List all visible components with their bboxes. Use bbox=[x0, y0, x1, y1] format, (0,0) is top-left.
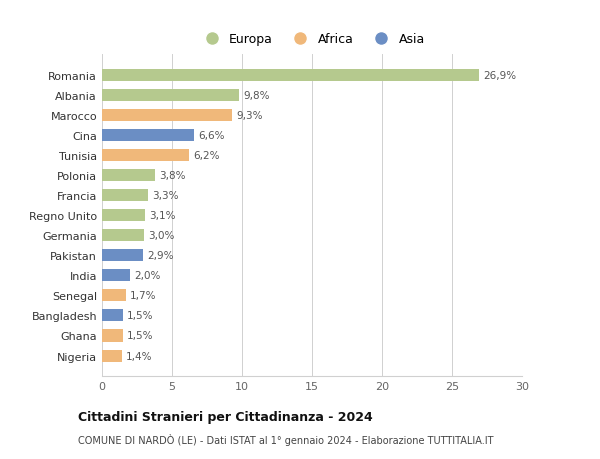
Text: 2,9%: 2,9% bbox=[147, 251, 173, 261]
Bar bbox=[102, 170, 155, 182]
Text: 3,1%: 3,1% bbox=[149, 211, 176, 221]
Bar bbox=[102, 290, 126, 302]
Bar bbox=[102, 310, 123, 322]
Bar bbox=[102, 110, 232, 122]
Bar bbox=[102, 130, 194, 142]
Text: Cittadini Stranieri per Cittadinanza - 2024: Cittadini Stranieri per Cittadinanza - 2… bbox=[78, 410, 373, 423]
Text: 1,5%: 1,5% bbox=[127, 331, 154, 341]
Text: 9,3%: 9,3% bbox=[236, 111, 263, 121]
Bar bbox=[102, 210, 145, 222]
Bar bbox=[102, 250, 143, 262]
Bar bbox=[102, 230, 144, 242]
Text: 26,9%: 26,9% bbox=[483, 71, 516, 81]
Text: 3,8%: 3,8% bbox=[160, 171, 186, 181]
Text: COMUNE DI NARDÒ (LE) - Dati ISTAT al 1° gennaio 2024 - Elaborazione TUTTITALIA.I: COMUNE DI NARDÒ (LE) - Dati ISTAT al 1° … bbox=[78, 433, 493, 445]
Bar bbox=[102, 330, 123, 342]
Bar bbox=[102, 70, 479, 82]
Bar bbox=[102, 270, 130, 282]
Text: 3,0%: 3,0% bbox=[148, 231, 175, 241]
Text: 9,8%: 9,8% bbox=[244, 91, 270, 101]
Bar bbox=[102, 150, 189, 162]
Text: 3,3%: 3,3% bbox=[152, 191, 179, 201]
Text: 1,4%: 1,4% bbox=[126, 351, 152, 361]
Text: 1,7%: 1,7% bbox=[130, 291, 157, 301]
Legend: Europa, Africa, Asia: Europa, Africa, Asia bbox=[195, 29, 429, 50]
Text: 6,6%: 6,6% bbox=[199, 131, 225, 141]
Bar bbox=[102, 90, 239, 102]
Bar bbox=[102, 190, 148, 202]
Bar bbox=[102, 350, 122, 362]
Text: 1,5%: 1,5% bbox=[127, 311, 154, 321]
Text: 6,2%: 6,2% bbox=[193, 151, 220, 161]
Text: 2,0%: 2,0% bbox=[134, 271, 161, 281]
